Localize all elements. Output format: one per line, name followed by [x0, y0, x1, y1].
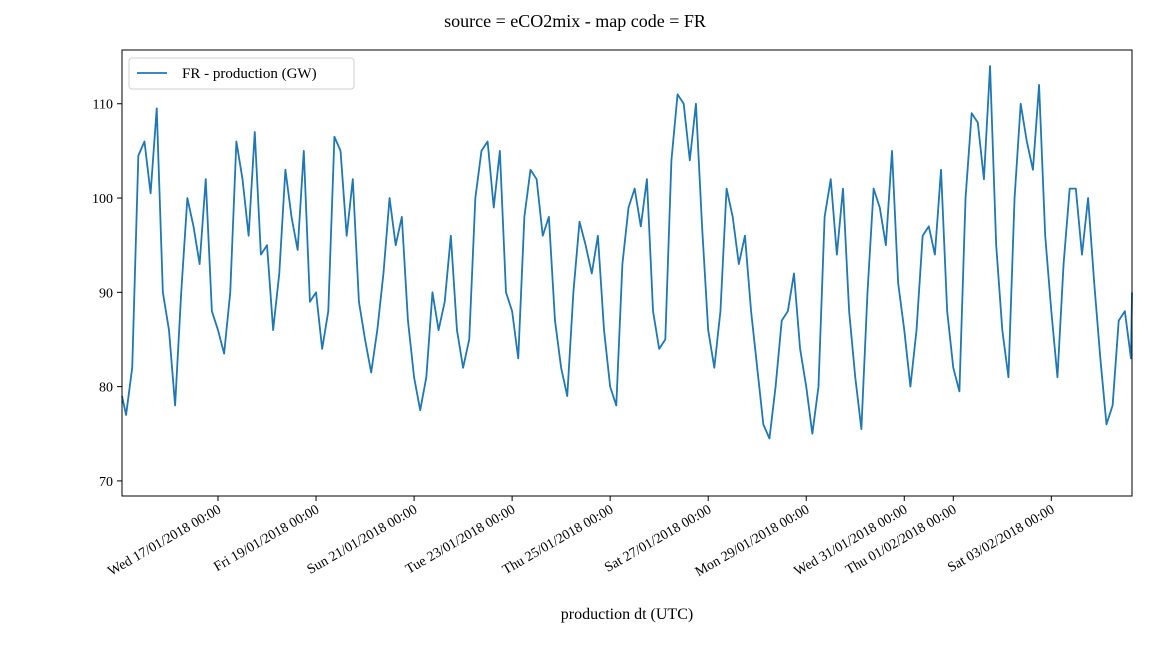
series-line: [121, 65, 1133, 440]
x-tick-label: Sat 03/02/2018 00:00: [945, 502, 1057, 575]
x-tick-label: Thu 25/01/2018 00:00: [500, 502, 616, 578]
x-axis-label: production dt (UTC): [561, 606, 693, 623]
chart-title: source = eCO2mix - map code = FR: [444, 11, 706, 31]
legend-label: FR - production (GW): [182, 66, 317, 82]
x-tick-label: Wed 17/01/2018 00:00: [106, 502, 224, 579]
x-tick-label: Sun 21/01/2018 00:00: [305, 502, 420, 577]
y-tick-label: 110: [93, 98, 113, 113]
y-tick-label: 80: [99, 381, 113, 396]
y-tick-label: 70: [99, 475, 113, 490]
plot-frame: [121, 49, 1133, 497]
legend: FR - production (GW): [128, 57, 355, 90]
y-tick-label: 90: [99, 286, 113, 301]
legend-box: [128, 57, 355, 90]
y-tick-label: 100: [92, 192, 113, 207]
